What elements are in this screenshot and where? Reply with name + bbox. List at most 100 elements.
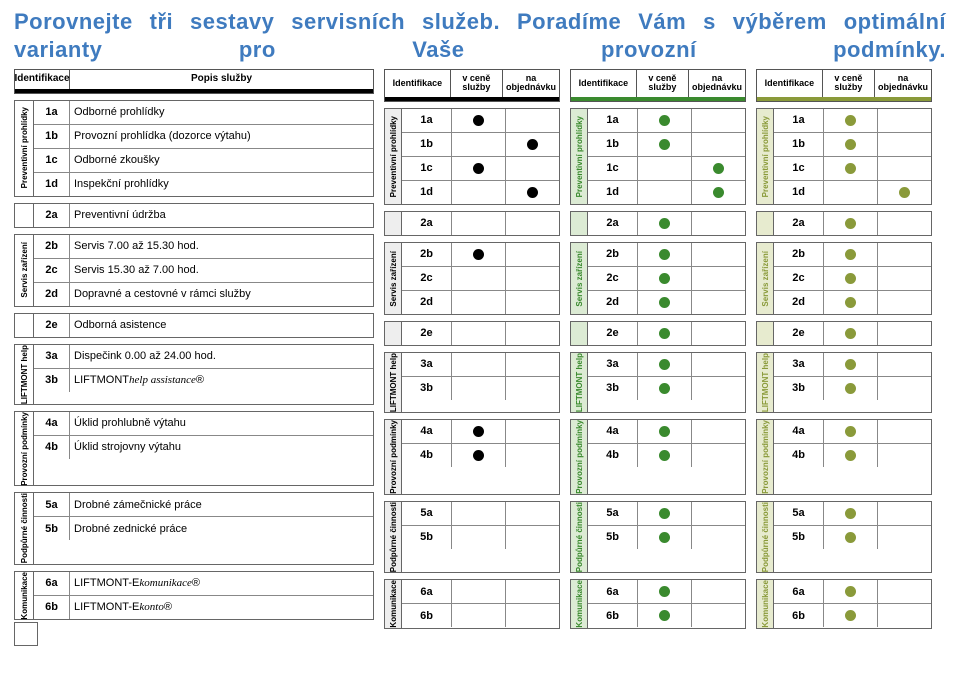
- hdr-id: Identifikace: [15, 70, 70, 89]
- code-cell: 1a: [34, 101, 70, 124]
- dot-order: [878, 243, 931, 266]
- code-cell: 2c: [402, 267, 452, 290]
- desc-cell: Servis 7.00 až 15.30 hod.: [70, 235, 373, 258]
- table-row: 6a: [588, 580, 745, 603]
- dot-order: [506, 580, 559, 603]
- table-row: 3b: [774, 376, 931, 400]
- vlabel-kom: Komunikace: [20, 572, 29, 620]
- code-cell: 4b: [402, 444, 452, 467]
- mini-group: Servis zařízení2b2c2d: [384, 242, 560, 315]
- table-row: 6a: [774, 580, 931, 603]
- mini-vlabel: Provozní podmínky: [761, 420, 770, 494]
- mini-vlabel: LIFTMONT help: [389, 353, 398, 412]
- left-group-lift: LIFTMONT help3aDispečink 0.00 až 24.00 h…: [14, 344, 374, 405]
- dot-order: [692, 420, 745, 443]
- table-row: 1b: [588, 132, 745, 156]
- mini-group: Komunikace6a6b: [384, 579, 560, 629]
- table-row: 3a: [774, 353, 931, 376]
- mini-hdr: na objednávku: [689, 70, 745, 97]
- code-cell: 5b: [402, 526, 452, 549]
- mini-hdr: na objednávku: [875, 70, 931, 97]
- code-cell: 3a: [588, 353, 638, 376]
- code-cell: 2a: [774, 212, 824, 235]
- code-cell: 6a: [402, 580, 452, 603]
- desc-cell: Odborná asistence: [70, 314, 373, 337]
- code-cell: 1b: [402, 133, 452, 156]
- table-row: 4b: [588, 443, 745, 467]
- dot-price: [824, 526, 878, 549]
- dot-price: [824, 212, 878, 235]
- dot-order: [878, 181, 931, 204]
- code-cell: 1d: [402, 181, 452, 204]
- dot-price: [452, 322, 506, 345]
- mini-group: 2e: [570, 321, 746, 346]
- table-row: 4a: [774, 420, 931, 443]
- table-row: 5aDrobné zámečnické práce: [34, 493, 373, 516]
- mini-group: Preventivní prohlídky1a1b1c1d: [570, 108, 746, 205]
- dot-order: [878, 291, 931, 314]
- mini-group: Provozní podmínky 4a4b: [756, 419, 932, 495]
- dot-price: [638, 353, 692, 376]
- dot-price: [452, 291, 506, 314]
- mini-vlabel: Preventivní prohlídky: [389, 116, 398, 197]
- mini-group: Podpůrné činnosti5a5b: [570, 501, 746, 573]
- mini-group: Podpůrné činnosti5a5b: [384, 501, 560, 573]
- mini-group: 2a: [570, 211, 746, 236]
- mini-hdr: Identifikace: [385, 70, 451, 97]
- table-row: 1bProvozní prohlídka (dozorce výtahu): [34, 124, 373, 148]
- table-row: 2c: [402, 266, 559, 290]
- dot-price: [638, 322, 692, 345]
- mini-hdr: Identifikace: [757, 70, 823, 97]
- code-cell: 4a: [402, 420, 452, 443]
- dot-order: [692, 133, 745, 156]
- mini-hdr: v ceně služby: [823, 70, 875, 97]
- dot-order: [878, 444, 931, 467]
- code-cell: 2c: [774, 267, 824, 290]
- left-group-kom: Komunikace 6aLIFTMONT-E komunikace®6bLIFT…: [14, 571, 374, 621]
- code-cell: 6a: [588, 580, 638, 603]
- mini-group: Preventivní prohlídky1a1b1c1d: [384, 108, 560, 205]
- dot-order: [506, 526, 559, 549]
- code-cell: 5a: [34, 493, 70, 516]
- dot-order: [692, 157, 745, 180]
- code-cell: 4b: [588, 444, 638, 467]
- mini-vlabel: Komunikace: [761, 580, 770, 628]
- dot-price: [638, 181, 692, 204]
- dot-price: [452, 604, 506, 627]
- table-row: 5a: [588, 502, 745, 525]
- mini-group: Servis zařízení2b2c2d: [756, 242, 932, 315]
- dot-price: [452, 243, 506, 266]
- code-cell: 4b: [774, 444, 824, 467]
- code-cell: 2e: [774, 322, 824, 345]
- table-row: 2bServis 7.00 až 15.30 hod.: [34, 235, 373, 258]
- table-row: 2b: [588, 243, 745, 266]
- table-row: 2a: [774, 212, 931, 235]
- table-row: 2d: [588, 290, 745, 314]
- code-cell: 3b: [402, 377, 452, 400]
- table-row: 4a: [402, 420, 559, 443]
- hdr-desc: Popis služby: [70, 70, 373, 89]
- code-cell: 5b: [34, 517, 70, 540]
- code-cell: 1b: [34, 125, 70, 148]
- dot-order: [506, 444, 559, 467]
- table-row: 1a: [774, 109, 931, 132]
- table-row: 1d: [774, 180, 931, 204]
- vlabel-servis: Servis zařízení: [20, 242, 29, 298]
- code-cell: 1c: [774, 157, 824, 180]
- mini-vlabel: Preventivní prohlídky: [761, 116, 770, 197]
- dot-order: [506, 267, 559, 290]
- mini-vlabel: Komunikace: [389, 580, 398, 628]
- code-cell: 2e: [34, 314, 70, 337]
- dot-price: [638, 157, 692, 180]
- table-row: 2a: [402, 212, 559, 235]
- vlabel-podp: Podpůrné činnosti: [20, 493, 29, 563]
- table-row: 6bLIFTMONT-E konto®: [34, 595, 373, 619]
- table-row: 6aLIFTMONT-E komunikace®: [34, 572, 373, 595]
- table-row: 3a: [588, 353, 745, 376]
- dot-order: [692, 502, 745, 525]
- code-cell: 2a: [402, 212, 452, 235]
- table-row: 2d: [402, 290, 559, 314]
- code-cell: 6b: [588, 604, 638, 627]
- dot-price: [452, 580, 506, 603]
- dot-order: [506, 420, 559, 443]
